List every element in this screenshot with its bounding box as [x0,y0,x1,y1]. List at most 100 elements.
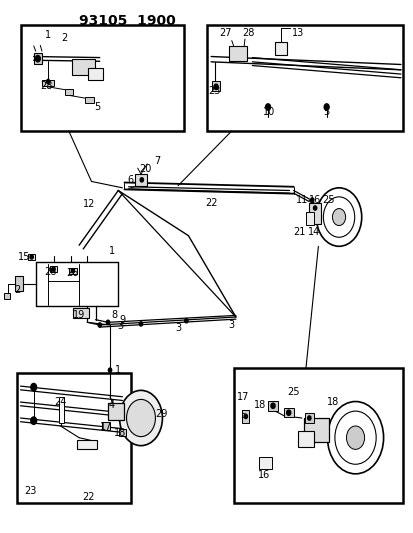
Circle shape [346,426,364,449]
Text: 16: 16 [308,195,320,205]
Circle shape [214,84,218,90]
Text: 5: 5 [323,107,329,117]
Text: 2: 2 [62,33,68,43]
Text: 18: 18 [326,397,338,407]
Circle shape [316,188,361,246]
Text: 22: 22 [82,491,94,502]
Circle shape [184,319,188,323]
Bar [297,431,313,447]
Text: 10: 10 [262,107,274,117]
Text: 12: 12 [83,199,95,209]
Circle shape [140,177,143,182]
Bar [308,203,320,224]
Bar [102,422,109,430]
Circle shape [265,104,270,110]
Text: 22: 22 [204,198,217,208]
Text: 5: 5 [94,102,100,112]
Text: 11: 11 [295,195,307,205]
Text: 5: 5 [240,410,246,421]
Text: 17: 17 [100,422,112,432]
Bar [305,212,313,225]
Circle shape [46,79,50,84]
Circle shape [270,403,274,408]
Bar [228,46,247,61]
Text: 19: 19 [73,310,85,320]
Text: 23: 23 [24,486,36,496]
Bar [42,80,54,86]
Circle shape [334,411,375,464]
Circle shape [106,320,109,325]
Text: 9: 9 [119,314,125,325]
Circle shape [126,399,155,437]
Text: 1: 1 [45,30,51,41]
Bar [17,373,131,503]
Bar [267,401,278,410]
Circle shape [323,197,354,237]
Bar [34,53,41,64]
Bar [303,418,328,442]
Text: 28: 28 [242,28,254,38]
Bar [212,81,219,91]
Text: 2: 2 [14,286,20,295]
Text: 4: 4 [109,400,115,410]
Circle shape [307,416,310,420]
Text: 20: 20 [139,164,151,174]
Text: 15: 15 [19,253,31,262]
Text: 25: 25 [322,195,334,205]
Text: 1: 1 [115,365,121,375]
Text: 3: 3 [117,321,123,331]
Circle shape [30,255,33,259]
Circle shape [139,322,142,326]
Text: 16: 16 [257,470,269,480]
Bar [4,293,10,299]
Text: 7: 7 [154,156,160,166]
Circle shape [98,323,101,327]
Bar [274,42,287,55]
Circle shape [31,417,36,424]
Bar [69,268,76,274]
Text: 17: 17 [237,392,249,402]
Circle shape [327,401,383,474]
Text: 14: 14 [307,227,320,237]
Circle shape [71,269,74,273]
Text: 29: 29 [155,409,167,419]
Bar [85,97,93,103]
Bar [21,25,184,131]
Text: 27: 27 [219,28,231,38]
Circle shape [323,104,328,110]
Text: 93105  1900: 93105 1900 [79,14,176,28]
Bar [50,266,57,272]
Bar [135,174,147,185]
Bar [206,25,402,131]
Text: 18: 18 [253,400,265,410]
Text: 26: 26 [44,267,56,277]
Text: 24: 24 [54,397,66,407]
Text: 28: 28 [40,81,52,91]
Circle shape [286,410,290,415]
Bar [72,59,94,75]
Bar [233,368,402,503]
Circle shape [313,206,316,210]
Circle shape [310,198,313,202]
Bar [77,440,97,449]
Text: 8: 8 [111,310,117,320]
Bar [73,309,89,318]
Circle shape [35,55,40,62]
Bar [242,410,249,423]
Circle shape [244,414,247,418]
Text: 25: 25 [287,387,299,397]
Text: 6: 6 [127,175,133,185]
Text: 18: 18 [114,429,126,439]
Circle shape [108,368,112,372]
Circle shape [52,267,55,271]
Text: 3: 3 [175,322,181,333]
Bar [15,276,23,292]
Bar [88,68,102,80]
Bar [64,89,73,95]
Text: 3: 3 [228,320,234,330]
Bar [28,254,35,260]
Bar [304,413,313,423]
Bar [259,457,271,469]
Text: 23: 23 [207,86,220,96]
Text: 21: 21 [293,227,305,237]
